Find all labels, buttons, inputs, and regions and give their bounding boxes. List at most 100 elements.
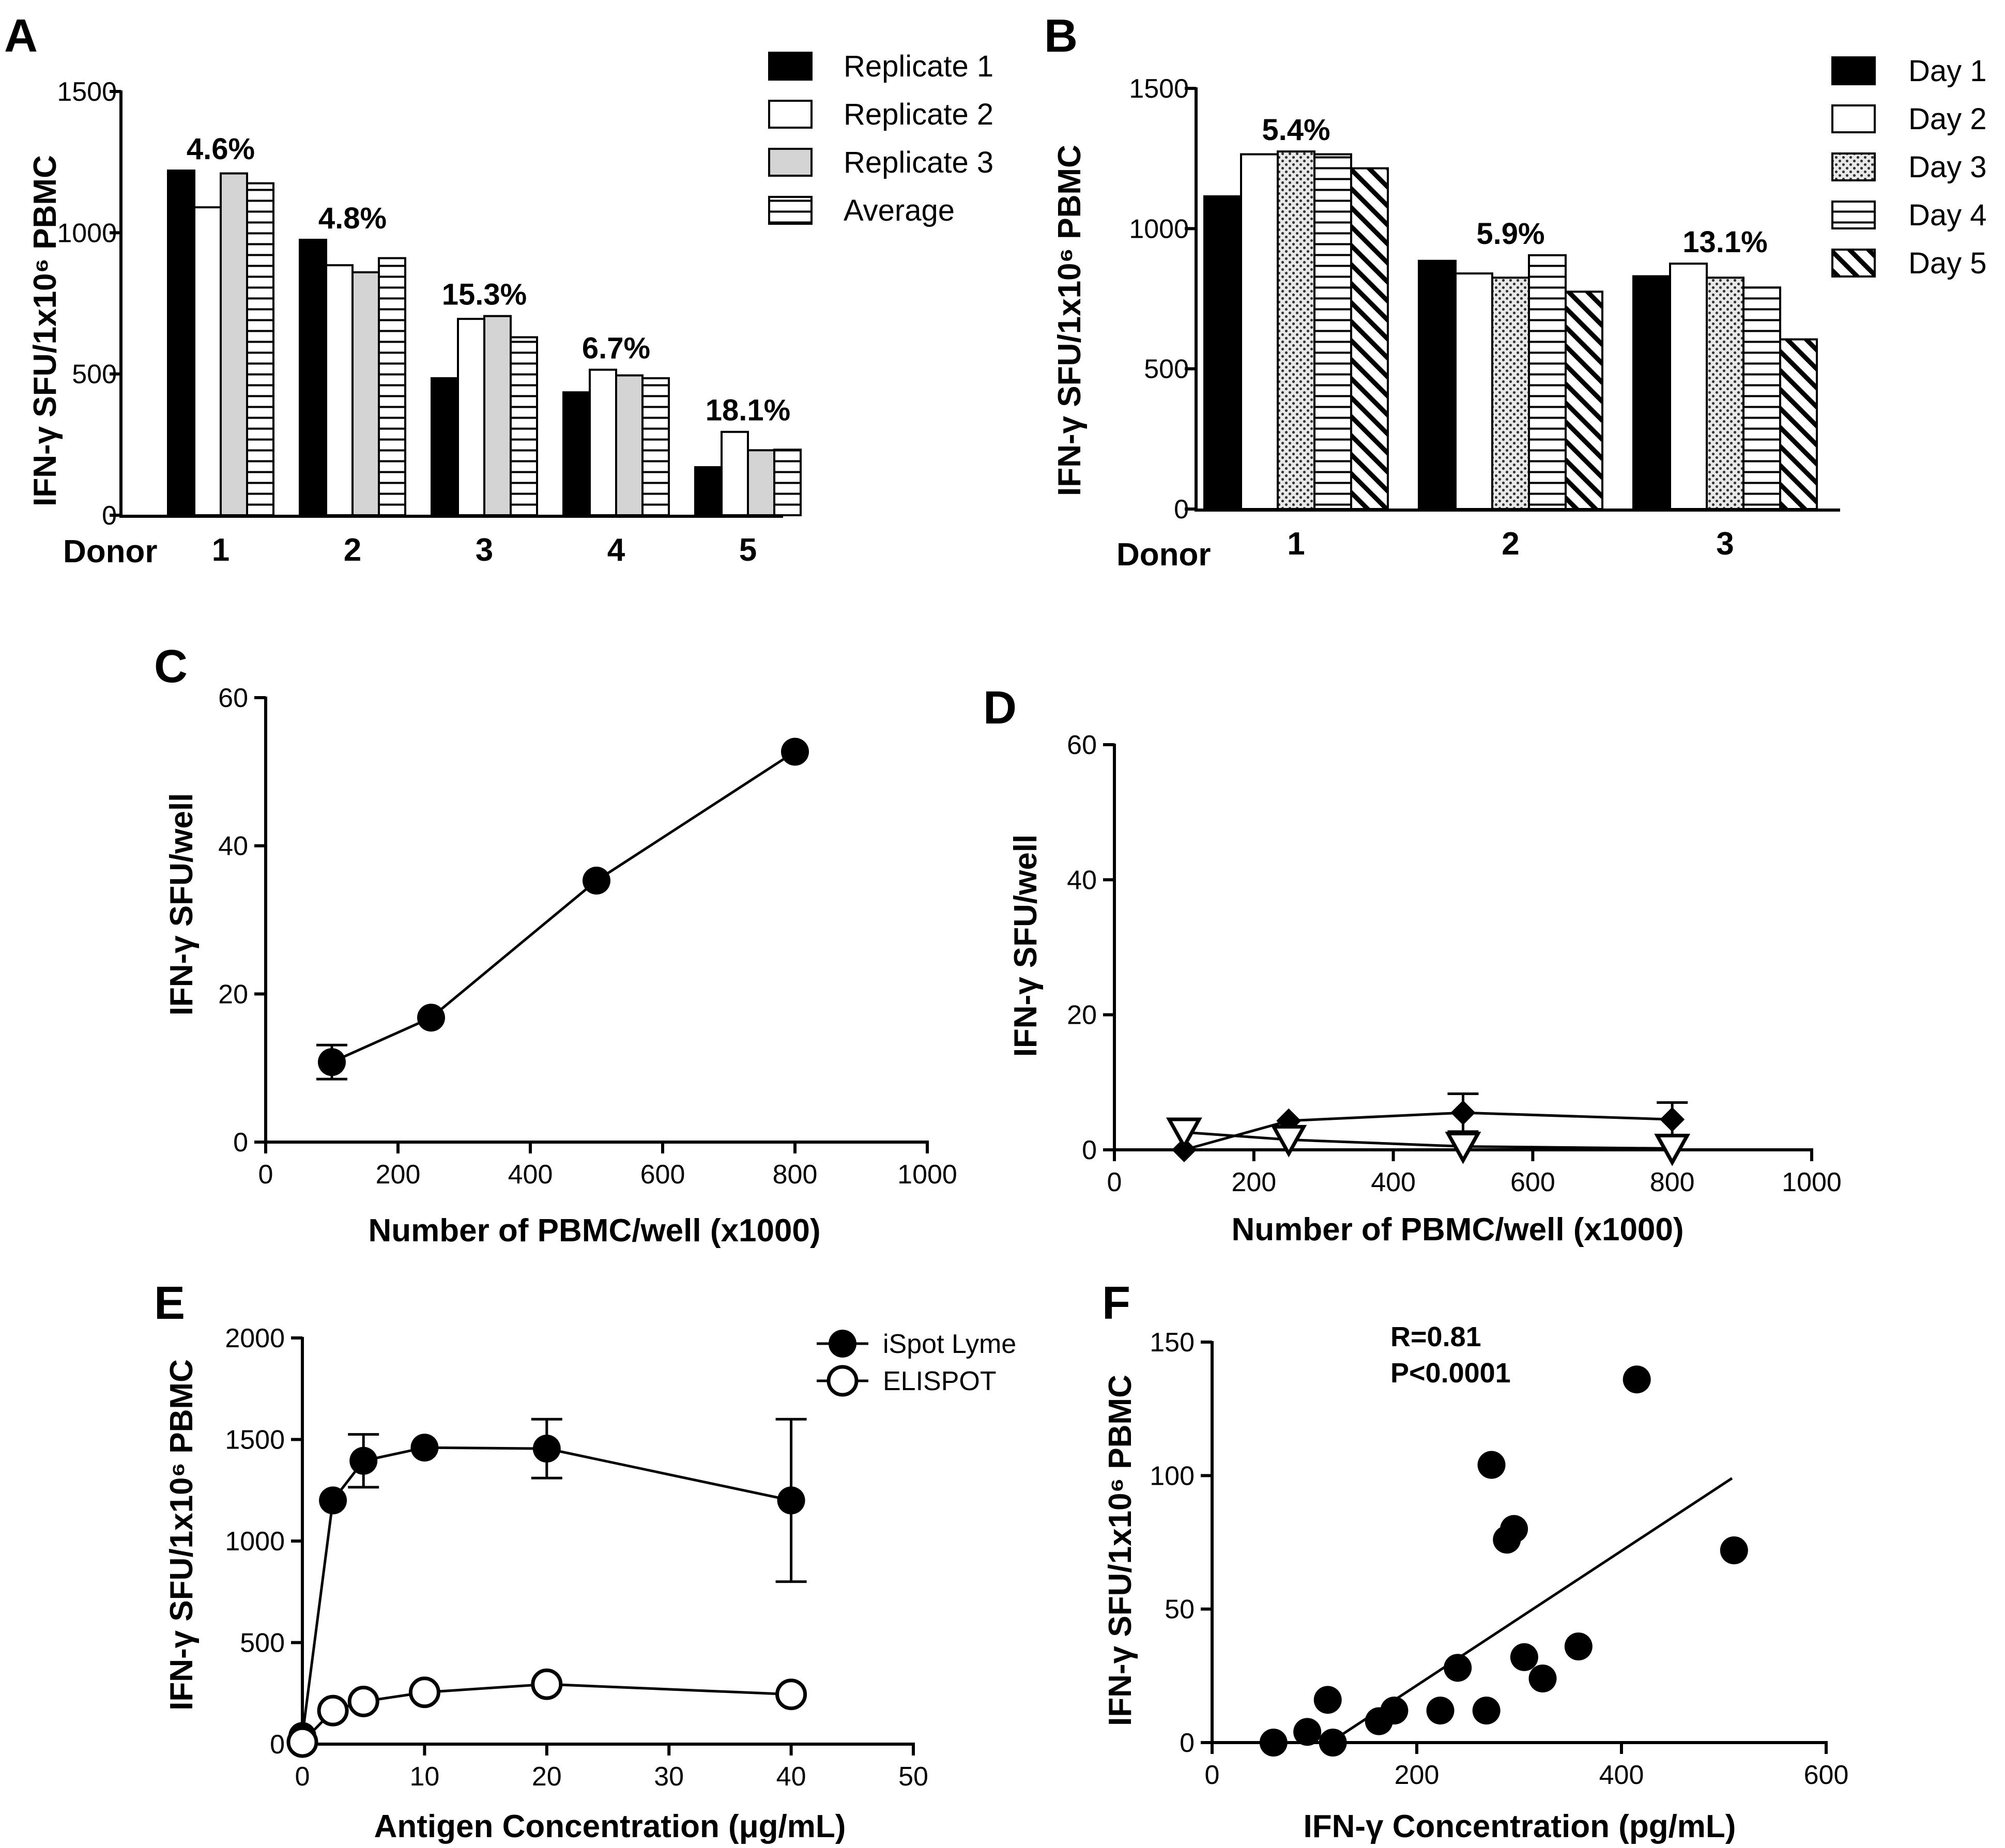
- chart-d-series-1-point-3: [1660, 1107, 1685, 1132]
- chart-b-legend-swatch-2: [1831, 104, 1876, 133]
- chart-f-point-2: [1313, 1686, 1342, 1714]
- chart-a-ytick-label-2: 1000: [57, 218, 117, 248]
- chart-b-bar-4-2: [1528, 254, 1567, 510]
- chart-a-bar-1-3: [431, 377, 459, 516]
- chart-f-xlabel: IFN-γ Concentration (pg/mL): [1304, 1809, 1736, 1844]
- chart-b-ytick-label-2: 1000: [1129, 214, 1189, 244]
- chart-a-xtick-label-1: 1: [212, 532, 229, 568]
- chart-a-ylabel: IFN-γ SFU/1x10⁶ PBMC: [27, 155, 63, 506]
- chart-f-point-13: [1528, 1665, 1557, 1692]
- panel-label-c: C: [154, 641, 188, 692]
- chart-f-stat-r: R=0.81: [1390, 1321, 1481, 1352]
- chart-f-stat-p: P<0.0001: [1390, 1358, 1511, 1389]
- chart-b-ytick-label-3: 1500: [1129, 74, 1189, 104]
- chart-e-legend-marker-1: [829, 1330, 856, 1358]
- chart-c-xlabel: Number of PBMC/well (x1000): [368, 1213, 820, 1249]
- chart-c-series-1-point-1: [417, 1004, 445, 1032]
- chart-d-series-2-point-1: [1271, 1125, 1307, 1158]
- chart-e-series-1-point-3: [410, 1434, 439, 1462]
- chart-b-bar-1-2: [1418, 259, 1457, 510]
- chart-e-legend-label-2: ELISPOT: [883, 1366, 997, 1396]
- chart-c-xtick-label-5: 1000: [897, 1160, 957, 1190]
- chart-d-xtick-label-1: 200: [1231, 1167, 1276, 1197]
- chart-f-point-12: [1510, 1643, 1538, 1671]
- panel-label-a: A: [4, 10, 38, 62]
- chart-e-series-2-point-2: [347, 1685, 379, 1717]
- chart-b-legend-swatch-3: [1831, 152, 1876, 181]
- chart-a-legend-label-2: Replicate 2: [844, 98, 993, 131]
- chart-f-point-0: [1259, 1729, 1288, 1757]
- chart-c-ytick-label-1: 20: [218, 979, 248, 1009]
- chart-f-point-5: [1380, 1697, 1409, 1724]
- chart-e-series-1-line: [301, 1446, 792, 1736]
- panel-label-d: D: [983, 682, 1017, 734]
- chart-b-legend-swatch-1: [1831, 56, 1876, 85]
- chart-a-bar-4-2: [378, 257, 406, 516]
- chart-b-bar-1-3: [1632, 275, 1671, 510]
- chart-d-ytick-label-3: 60: [1067, 730, 1097, 760]
- chart-b-ytick-label-1: 500: [1144, 355, 1189, 384]
- chart-f-ytick-label-3: 150: [1150, 1328, 1195, 1358]
- chart-f-point-3: [1319, 1729, 1347, 1757]
- panel-label-b: B: [1044, 10, 1078, 62]
- chart-b-ylabel: IFN-γ SFU/1x10⁶ PBMC: [1052, 145, 1088, 496]
- chart-b-bar-2-2: [1455, 272, 1493, 510]
- chart-b-bar-3-1: [1277, 150, 1315, 511]
- chart-f-ylabel: IFN-γ SFU/1x10⁶ PBMC: [1103, 1375, 1138, 1726]
- chart-a-xtick-label-3: 3: [476, 532, 493, 568]
- chart-b-cv-label-3: 13.1%: [1682, 225, 1767, 259]
- chart-d-series-2-point-3: [1654, 1133, 1691, 1166]
- chart-f-point-6: [1426, 1697, 1455, 1724]
- chart-f-xtick-label-3: 600: [1804, 1760, 1849, 1790]
- chart-a-cv-label-1: 4.6%: [187, 132, 255, 166]
- chart-d-xtick-label-4: 800: [1650, 1167, 1695, 1197]
- chart-e-xtick-label-5: 50: [898, 1762, 928, 1792]
- chart-d-ylabel: IFN-γ SFU/well: [1008, 835, 1044, 1057]
- chart-e-legend-label-1: iSpot Lyme: [883, 1329, 1016, 1359]
- chart-e-legend-marker-2: [827, 1365, 859, 1397]
- chart-b-bar-4-1: [1313, 153, 1352, 510]
- chart-a-bar-2-3: [457, 318, 485, 516]
- chart-b-cv-label-1: 5.4%: [1262, 113, 1330, 147]
- chart-e-xtick-label-2: 20: [532, 1762, 562, 1792]
- chart-a-bar-4-4: [641, 377, 670, 516]
- chart-a-bar-1-5: [694, 466, 723, 516]
- chart-d-ytick-label-0: 0: [1082, 1135, 1097, 1165]
- chart-f-xtick-label-0: 0: [1205, 1760, 1220, 1790]
- chart-a-bar-2-1: [193, 206, 222, 516]
- chart-b-xtick-label-3: 3: [1716, 526, 1734, 562]
- chart-b-xtick-label-2: 2: [1502, 526, 1519, 562]
- chart-e-series-2-point-3: [408, 1676, 440, 1708]
- chart-a-legend-swatch-3: [768, 148, 813, 177]
- chart-b-bar-2-3: [1669, 263, 1708, 510]
- chart-a-bar-3-3: [483, 315, 512, 516]
- chart-c-xtick-label-2: 400: [508, 1160, 553, 1190]
- chart-d-series-2-point-0: [1166, 1117, 1202, 1150]
- chart-a-bar-3-2: [351, 271, 380, 516]
- chart-a-ytick-label-0: 0: [102, 501, 117, 531]
- chart-f-point-15: [1623, 1365, 1651, 1394]
- chart-d-series-2-line: [1184, 1131, 1673, 1150]
- chart-d-series-1-point-2: [1450, 1100, 1476, 1126]
- chart-e-xtick-label-0: 0: [295, 1762, 310, 1792]
- chart-d-ytick-label-1: 20: [1067, 1000, 1097, 1030]
- chart-b-xlabel: Donor: [1116, 537, 1211, 573]
- chart-f-point-16: [1720, 1536, 1748, 1564]
- chart-e-series-1-point-4: [532, 1435, 561, 1463]
- chart-a-legend-swatch-1: [768, 52, 813, 81]
- chart-a-legend-label-1: Replicate 1: [844, 50, 993, 83]
- chart-a-bar-3-4: [615, 374, 644, 517]
- panel-label-f: F: [1102, 1277, 1130, 1329]
- panel-label-e: E: [154, 1277, 185, 1329]
- chart-b-legend-label-5: Day 5: [1908, 247, 1987, 280]
- chart-e-series-2-point-1: [317, 1695, 349, 1727]
- chart-a-xtick-label-5: 5: [739, 532, 757, 568]
- chart-c-xtick-label-1: 200: [376, 1160, 421, 1190]
- chart-c-ytick-label-2: 40: [218, 831, 248, 861]
- chart-b-bar-1-1: [1203, 195, 1242, 510]
- chart-a-xtick-label-2: 2: [344, 532, 361, 568]
- chart-f-ytick-label-2: 100: [1150, 1461, 1195, 1491]
- chart-b-legend-label-4: Day 4: [1908, 198, 1987, 232]
